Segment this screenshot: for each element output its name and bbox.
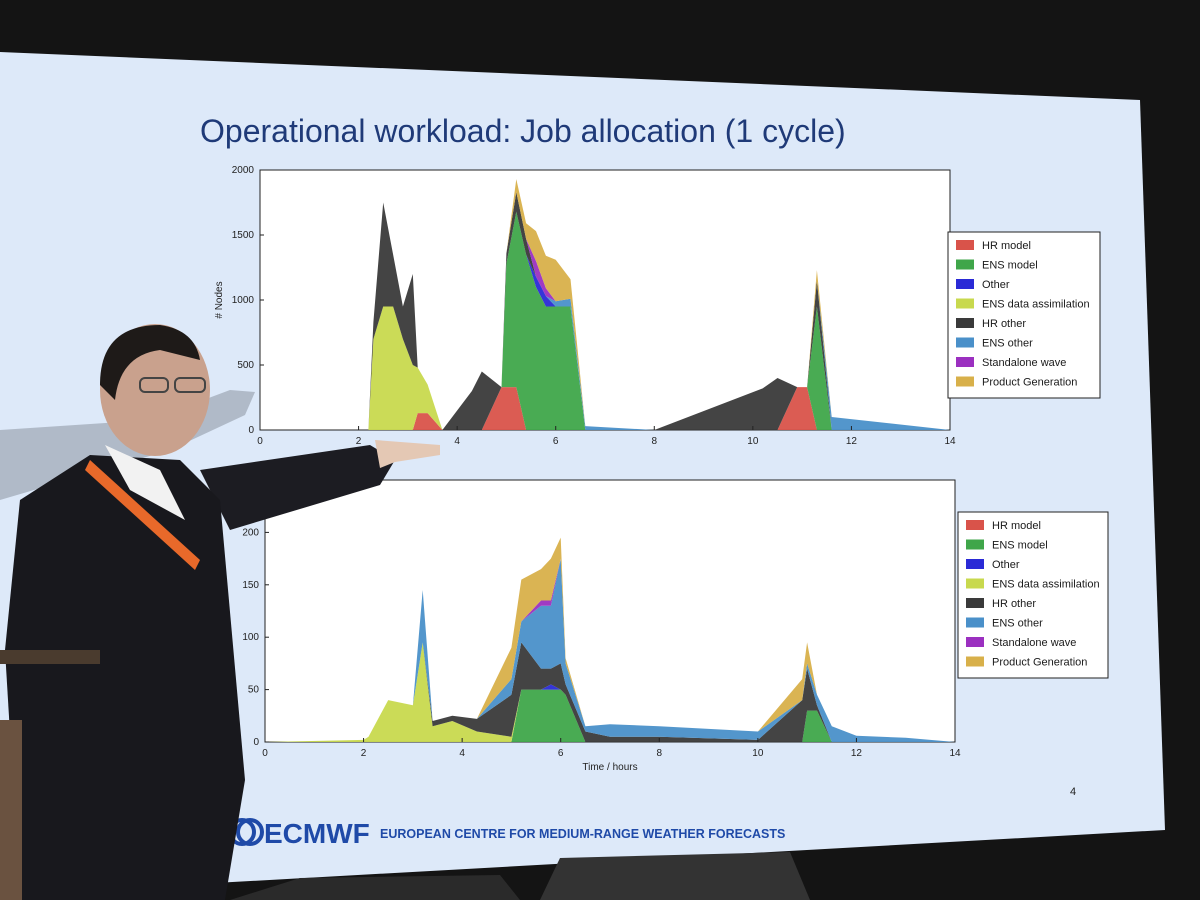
legend-box [957, 511, 1109, 679]
legend-label: ENS model [992, 540, 1048, 552]
legend-label: Product Generation [982, 377, 1077, 389]
legend-swatch [966, 539, 984, 550]
x-tick-label: 0 [257, 436, 263, 447]
x-tick-label: 12 [846, 436, 858, 447]
x-tick-label: 0 [262, 748, 268, 759]
legend-label: HR model [982, 240, 1031, 252]
chair-silhouette [540, 852, 810, 900]
legend-swatch [966, 637, 984, 647]
x-tick-label: 10 [752, 748, 764, 759]
page-number: 4 [1070, 786, 1076, 798]
legend-swatch [956, 240, 974, 250]
legend-swatch [956, 337, 974, 348]
legend-label: ENS other [982, 338, 1033, 350]
legend-label: Other [982, 279, 1010, 291]
y-tick-label: 1500 [232, 230, 255, 241]
y-tick-label: 2000 [232, 165, 255, 176]
legend-swatch [966, 656, 984, 667]
x-tick-label: 6 [558, 748, 564, 759]
x-tick-label: 8 [657, 748, 663, 759]
footer-text: EUROPEAN CENTRE FOR MEDIUM-RANGE WEATHER… [380, 827, 785, 841]
series-area-hr-other [260, 192, 950, 430]
lectern-top [0, 650, 100, 664]
lectern-post [0, 720, 22, 900]
y-tick-label: 500 [237, 360, 254, 371]
legend-label: ENS model [982, 260, 1038, 272]
x-tick-label: 6 [553, 436, 559, 447]
legend-swatch [956, 298, 974, 309]
x-tick-label: 14 [944, 436, 956, 447]
presenter-hair [100, 325, 200, 400]
series-area-ens-model [265, 689, 955, 742]
plot-area [264, 479, 956, 743]
x-tick-label: 4 [459, 748, 465, 759]
legend-swatch [966, 578, 984, 589]
x-tick-label: 14 [949, 748, 961, 759]
y-tick-label: 1000 [232, 295, 255, 306]
ecmwf-logo: ECMWF [228, 818, 370, 849]
legend-swatch [966, 559, 984, 569]
legend-swatch [956, 259, 974, 270]
legend-swatch [966, 520, 984, 530]
lanyard [85, 460, 200, 570]
x-tick-label: 4 [454, 436, 460, 447]
legend-label: Standalone wave [992, 637, 1076, 649]
legend-label: ENS data assimilation [992, 579, 1100, 591]
y-tick-label: 200 [242, 527, 259, 538]
y-tick-label: 50 [248, 685, 260, 696]
chair-silhouette [230, 875, 520, 900]
y-tick-label: 150 [242, 580, 259, 591]
nodes-chart: 0 2 4 6 8 10 12 14 0 500 1000 1500 2000 # Nodes HR mod… [214, 165, 1101, 447]
presenter-body [5, 455, 245, 900]
legend-box [947, 231, 1101, 399]
ecmwf-logo-text: ECMWF [264, 818, 370, 849]
slide-title: Operational workload: Job allocation (1 … [200, 113, 846, 149]
legend-swatch [956, 357, 974, 367]
x-tick-label: 10 [747, 436, 759, 447]
y-tick-label: 0 [253, 737, 259, 748]
legend-swatch [966, 598, 984, 608]
legend-label: Other [992, 559, 1020, 571]
presenter-collar [105, 445, 185, 520]
legend-swatch [956, 318, 974, 328]
presenter-hand [375, 440, 440, 468]
legend-label: ENS other [992, 618, 1043, 630]
x-axis-label: Time / hours [582, 762, 637, 773]
legend-swatch [956, 279, 974, 289]
glasses [174, 377, 206, 393]
y-axis-label: # Nodes [214, 281, 225, 318]
series-area-hr-model [260, 387, 950, 430]
legend-label: ENS data assimilation [982, 299, 1090, 311]
glasses [139, 377, 169, 393]
x-tick-label: 2 [361, 748, 367, 759]
legend-label: HR other [992, 598, 1036, 610]
x-tick-label: 12 [851, 748, 863, 759]
x-tick-label: 2 [356, 436, 362, 447]
plot-area [259, 169, 951, 431]
legend-swatch [966, 617, 984, 628]
legend-label: Product Generation [992, 657, 1087, 669]
legend-label: Standalone wave [982, 357, 1066, 369]
legend-swatch [956, 376, 974, 387]
presenter-arm [200, 445, 395, 530]
presenter [0, 324, 440, 900]
legend-label: HR model [992, 520, 1041, 532]
y-tick-label: 100 [242, 632, 259, 643]
y-tick-label: 0 [248, 425, 254, 436]
x-tick-label: 8 [652, 436, 658, 447]
legend-label: HR other [982, 318, 1026, 330]
